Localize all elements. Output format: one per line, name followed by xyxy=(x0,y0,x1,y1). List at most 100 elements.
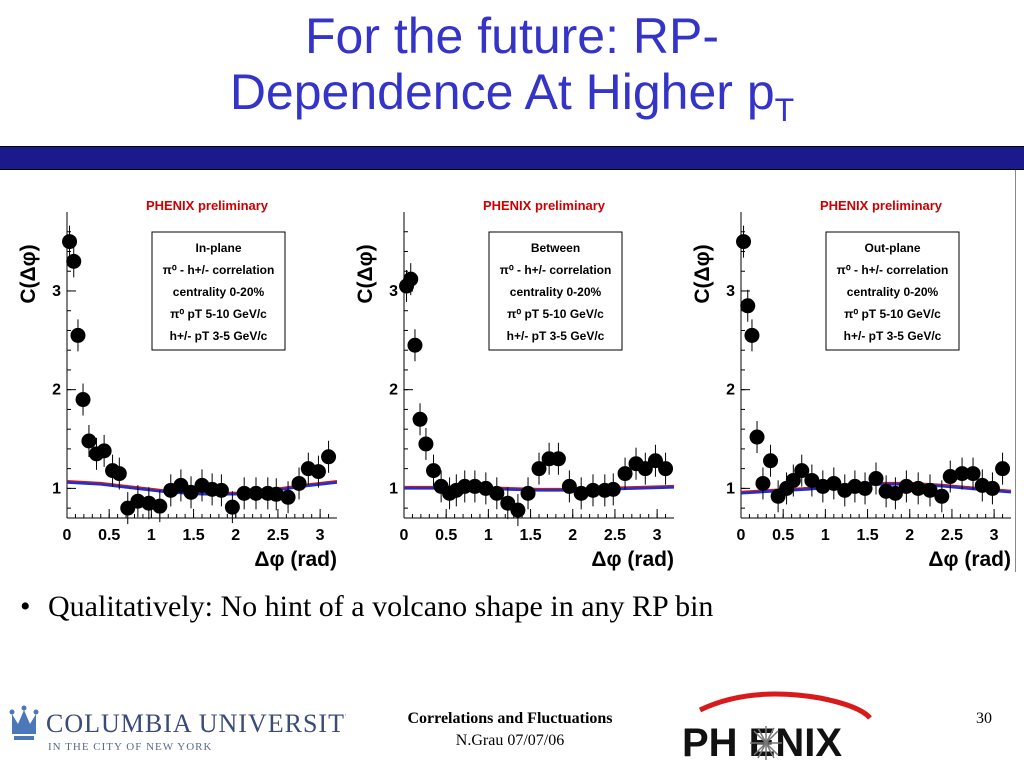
slide-title: For the future: RP- Dependence At Higher… xyxy=(0,8,1024,126)
data-point xyxy=(152,498,168,514)
legend-line: π⁰ pT 5-10 GeV/c xyxy=(507,307,604,321)
x-tick-label: 1.5 xyxy=(182,527,204,544)
x-tick-label: 2.5 xyxy=(267,527,289,544)
plots-figure: 0 0.5 1 1.5 2 2.5 3 1 2 3 Δφ (rad) C(Δφ) PHENIX prel… xyxy=(0,170,1016,572)
data-point xyxy=(785,472,801,488)
data-point xyxy=(573,485,589,501)
legend-line: Between xyxy=(531,241,580,255)
data-point xyxy=(922,482,938,498)
legend-line: In-plane xyxy=(195,241,241,255)
phenix-starburst-icon xyxy=(750,726,782,760)
x-tick-label: 0.5 xyxy=(98,527,120,544)
data-point xyxy=(637,461,653,477)
legend-line: π⁰ - h+/- correlation xyxy=(837,263,949,277)
y-tick-label: 1 xyxy=(726,480,735,497)
data-point xyxy=(910,480,926,496)
legend-line: π⁰ - h+/- correlation xyxy=(163,263,275,277)
data-point xyxy=(183,484,199,500)
data-point xyxy=(111,466,127,482)
footer-center: Correlations and Fluctuations N.Grau 07/… xyxy=(360,708,660,752)
data-point xyxy=(887,485,903,501)
bullet-text: Qualitatively: No hint of a volcano shap… xyxy=(48,590,714,623)
data-point xyxy=(310,464,326,480)
x-tick-label: 2 xyxy=(231,527,240,544)
x-tick-label: 1 xyxy=(147,527,156,544)
data-point xyxy=(280,489,296,505)
x-tick-label: 0.5 xyxy=(772,527,794,544)
x-tick-label: 0.5 xyxy=(435,527,457,544)
x-tick-label: 3 xyxy=(316,527,325,544)
columbia-logo: COLUMBIA UNIVERSITY IN THE CITY OF NEW Y… xyxy=(6,704,364,756)
data-point xyxy=(804,472,820,488)
plot-panel-3: 0 0.5 1 1.5 2 2.5 3 1 2 3 Δφ (rad) C(Δφ) PHENIX prel… xyxy=(691,198,1012,571)
legend-box xyxy=(151,231,286,351)
data-point xyxy=(224,499,240,515)
data-point xyxy=(531,461,547,477)
y-axis-label: C(Δφ) xyxy=(691,244,714,303)
data-point xyxy=(291,475,307,491)
data-point xyxy=(407,337,423,353)
title-divider-bar xyxy=(0,146,1024,170)
legend-line: π⁰ pT 5-10 GeV/c xyxy=(844,307,941,321)
y-tick-label: 2 xyxy=(389,382,398,399)
data-point xyxy=(96,443,112,459)
data-point xyxy=(744,327,760,343)
x-axis-label: Δφ (rad) xyxy=(928,548,1011,571)
data-point xyxy=(965,466,981,482)
x-tick-label: 3 xyxy=(990,527,999,544)
x-tick-label: 3 xyxy=(653,527,662,544)
data-point xyxy=(755,475,771,491)
y-tick-label: 2 xyxy=(726,382,735,399)
x-axis-label: Δφ (rad) xyxy=(591,548,674,571)
legend-line: π⁰ pT 5-10 GeV/c xyxy=(170,307,267,321)
data-point xyxy=(658,461,674,477)
footer-title: Correlations and Fluctuations xyxy=(407,710,613,727)
title-line-1: For the future: RP- xyxy=(304,8,720,64)
y-tick-label: 2 xyxy=(52,382,61,399)
title-line-2: Dependence At Higher pT xyxy=(0,64,1024,126)
phenix-swoosh-icon xyxy=(698,691,872,720)
x-tick-label: 2.5 xyxy=(941,527,963,544)
data-point xyxy=(426,463,442,479)
x-tick-label: 1.5 xyxy=(856,527,878,544)
data-point xyxy=(520,485,536,501)
data-point xyxy=(412,411,428,427)
preliminary-label: PHENIX preliminary xyxy=(820,198,943,213)
phenix-logo: PH ENIX xyxy=(670,688,920,765)
data-point xyxy=(984,480,1000,496)
data-point xyxy=(605,481,621,497)
x-tick-label: 1.5 xyxy=(519,527,541,544)
data-point xyxy=(942,469,958,485)
x-axis-label: Δφ (rad) xyxy=(254,548,337,571)
title-subscript: T xyxy=(774,92,795,128)
data-point xyxy=(934,488,950,504)
data-point xyxy=(749,429,765,445)
data-point xyxy=(70,327,86,343)
data-point xyxy=(489,485,505,501)
preliminary-label: PHENIX preliminary xyxy=(483,198,606,213)
data-point xyxy=(62,234,78,250)
plot-panel-1: 0 0.5 1 1.5 2 2.5 3 1 2 3 Δφ (rad) C(Δφ) PHENIX prel… xyxy=(17,198,338,571)
data-point xyxy=(794,463,810,479)
data-point xyxy=(736,234,752,250)
data-point xyxy=(954,466,970,482)
x-tick-label: 0 xyxy=(63,527,72,544)
data-point xyxy=(857,480,873,496)
data-point xyxy=(81,433,97,449)
plot-panel-2: 0 0.5 1 1.5 2 2.5 3 1 2 3 Δφ (rad) C(Δφ) PHENIX prel… xyxy=(354,198,675,571)
data-point xyxy=(740,298,756,314)
data-point xyxy=(268,486,284,502)
data-point xyxy=(66,253,82,269)
data-point xyxy=(561,478,577,494)
data-point xyxy=(826,475,842,491)
x-tick-label: 0 xyxy=(400,527,409,544)
legend-line: π⁰ - h+/- correlation xyxy=(500,263,612,277)
x-tick-label: 2.5 xyxy=(604,527,626,544)
footer-author-date: N.Grau 07/07/06 xyxy=(455,732,565,749)
data-point xyxy=(995,461,1011,477)
legend-line: h+/- pT 3-5 GeV/c xyxy=(170,329,268,343)
phenix-logo-svg: PH ENIX xyxy=(682,691,872,765)
title-line-2-text: Dependence At Higher p xyxy=(229,64,775,120)
y-axis-label: C(Δφ) xyxy=(354,244,377,303)
legend-line: centrality 0-20% xyxy=(173,285,265,299)
